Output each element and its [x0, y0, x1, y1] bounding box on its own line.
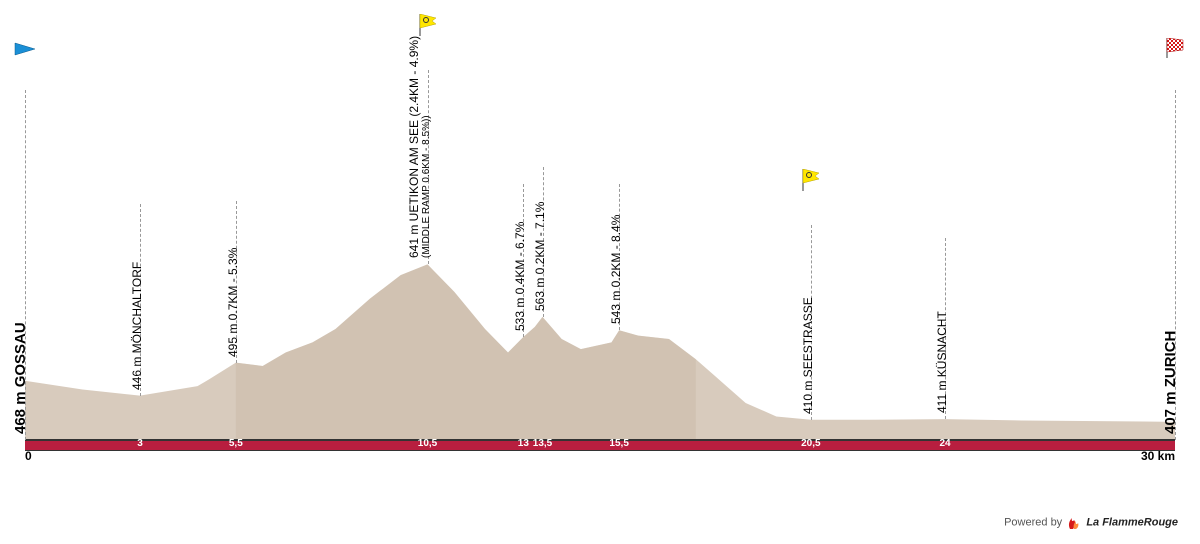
- marker-label: 495 m 0.7KM - 5.3%: [226, 247, 240, 356]
- distance-tick: 20,5: [801, 438, 820, 449]
- distance-end: 30 km: [1141, 449, 1175, 463]
- brand-name: La FlammeRouge: [1086, 516, 1178, 528]
- flame-icon: [1067, 513, 1081, 532]
- marker-label: 411 m KÜSNACHT: [935, 311, 949, 413]
- finish-icon: [1165, 38, 1185, 63]
- distance-tick: 13: [518, 438, 529, 449]
- sprint-icon: [801, 169, 821, 196]
- marker-label: 446 m MÖNCHALTORF: [130, 261, 144, 389]
- marker-label: 641 m UETIKON AM SEE (2.4KM - 4.9%)(MIDD…: [407, 36, 432, 258]
- distance-bar: [25, 440, 1175, 451]
- marker-label: 563 m 0.2KM - 7.1%: [533, 201, 547, 310]
- sprint-icon: [418, 14, 438, 41]
- distance-tick: 10,5: [418, 438, 437, 449]
- finish-label: 407 m ZURICH: [1162, 331, 1179, 434]
- marker-label: 410 m SEESTRASSE: [801, 297, 815, 414]
- distance-zero: 0: [25, 449, 32, 463]
- distance-tick: 3: [137, 438, 143, 449]
- elevation-svg: [25, 90, 1175, 440]
- marker-label: 533 m 0.4KM - 6.7%: [513, 222, 527, 331]
- start-icon: [14, 42, 36, 65]
- start-label: 468 m GOSSAU: [12, 322, 29, 434]
- distance-tick: 15,5: [609, 438, 628, 449]
- distance-tick: 5,5: [229, 438, 243, 449]
- distance-tick: 13,5: [533, 438, 552, 449]
- elevation-profile-chart: 35,510,51313,515,520,524 0 30 km 468 m G…: [25, 90, 1175, 460]
- powered-by-footer: Powered by La FlammeRouge: [1004, 513, 1178, 532]
- profile-area: [25, 90, 1175, 440]
- marker-label: 543 m 0.2KM - 8.4%: [609, 215, 623, 324]
- powered-by-text: Powered by: [1004, 516, 1062, 528]
- distance-tick: 24: [939, 438, 950, 449]
